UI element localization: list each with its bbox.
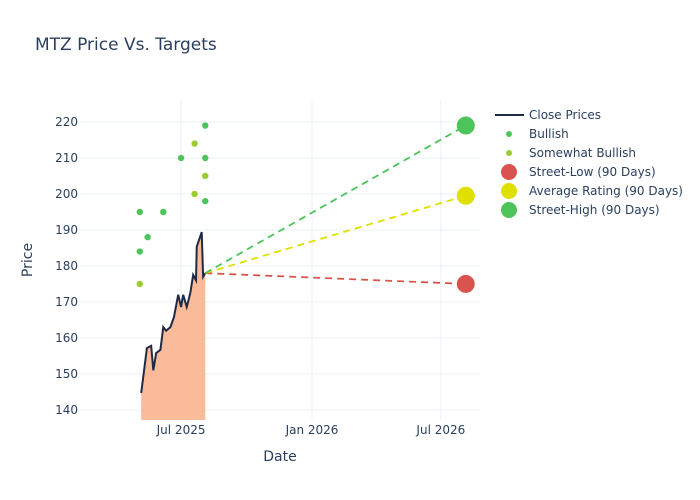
target-marker [456,186,475,205]
legend-marker-icon [506,150,512,156]
legend-label: Average Rating (90 Days) [529,184,683,198]
close-price-area [141,232,206,420]
somewhat-bullish-point [191,190,198,198]
target-marker [456,274,475,293]
x-tick-label: Jan 2026 [285,423,339,437]
y-tick-label: 140 [55,403,78,417]
bullish-point [136,248,143,255]
legend-label: Close Prices [529,108,601,122]
legend-label: Street-High (90 Days) [529,203,660,217]
legend-label: Bullish [529,127,569,141]
y-tick-label: 180 [55,259,78,273]
y-axis-label: Price [20,243,36,277]
bullish-point [202,154,209,162]
somewhat-bullish-point [202,172,209,180]
y-tick-label: 160 [55,331,78,345]
bullish-point [177,154,185,162]
x-axis-label: Date [263,449,296,465]
legend-marker-icon [501,164,517,180]
y-tick-label: 200 [55,187,78,201]
y-tick-label: 150 [55,367,78,381]
y-tick-label: 190 [55,223,78,237]
target-marker [456,116,475,135]
bullish-point [144,233,151,241]
y-tick-label: 220 [55,115,78,129]
chart-title: MTZ Price Vs. Targets [35,35,217,55]
legend-label: Street-Low (90 Days) [529,165,656,179]
close-price-line [140,231,207,394]
somewhat-bullish-point [191,140,198,147]
legend-label: Somewhat Bullish [529,146,636,160]
somewhat-bullish-point [136,280,143,288]
x-tick-label: Jul 2025 [156,423,206,437]
target-line [205,194,467,275]
target-line [205,272,466,285]
bullish-point [160,208,167,216]
legend-marker-icon [506,131,512,137]
bullish-point [136,208,143,216]
x-tick-label: Jul 2026 [415,423,465,437]
legend-marker-icon [501,183,517,199]
bullish-point [202,197,209,205]
target-line [204,124,467,274]
y-tick-label: 210 [55,151,78,165]
y-tick-label: 170 [55,295,78,309]
bullish-point [202,122,209,129]
legend-marker-icon [501,202,517,218]
